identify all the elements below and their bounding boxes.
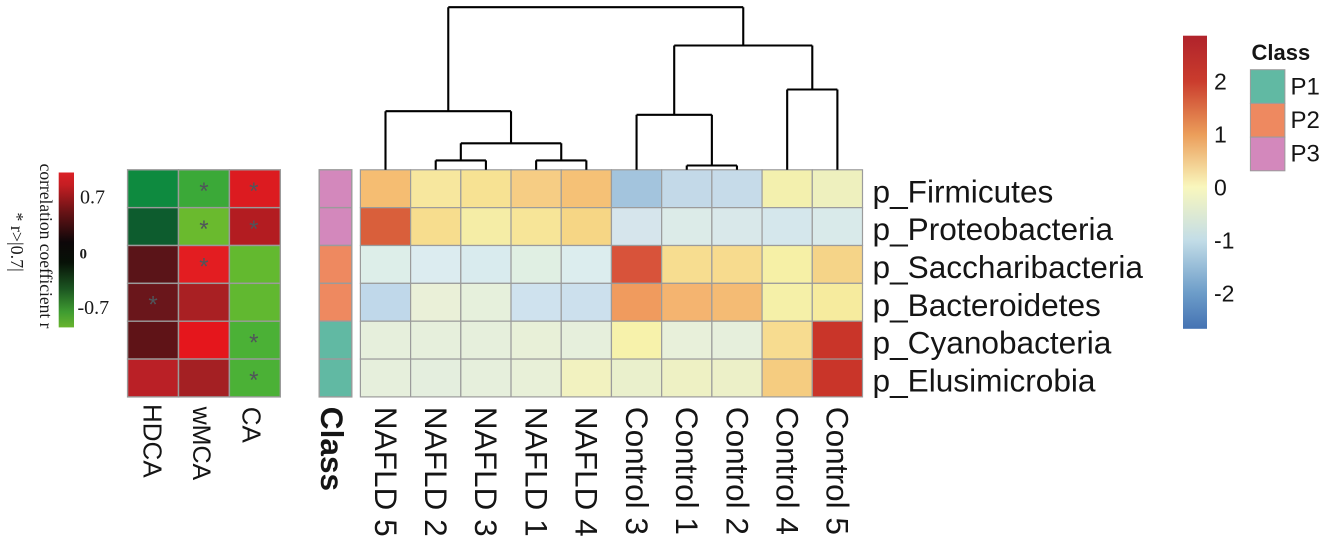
svg-text:NAFLD 3: NAFLD 3 [468, 407, 504, 537]
svg-text:-0.7: -0.7 [78, 297, 110, 319]
svg-text:NAFLD 1: NAFLD 1 [518, 407, 554, 537]
svg-text:0.7: 0.7 [80, 186, 105, 208]
svg-text:-1: -1 [1214, 227, 1234, 253]
svg-text:Control 3: Control 3 [619, 407, 655, 535]
svg-text:Control 1: Control 1 [669, 407, 705, 535]
svg-text:* r>|0.7|: * r>|0.7| [7, 212, 27, 271]
svg-text:p_Firmicutes: p_Firmicutes [873, 173, 1054, 209]
svg-text:2: 2 [1214, 69, 1227, 95]
svg-text:P1: P1 [1291, 73, 1320, 100]
svg-text:*: * [249, 367, 258, 394]
svg-text:Class: Class [1252, 40, 1311, 65]
svg-text:NAFLD 5: NAFLD 5 [368, 407, 404, 537]
svg-text:0: 0 [1214, 175, 1227, 201]
svg-text:-2: -2 [1214, 280, 1234, 306]
svg-text:Control 4: Control 4 [769, 407, 805, 535]
svg-text:correlation coefficient r: correlation coefficient r [36, 164, 56, 329]
svg-text:*: * [199, 178, 208, 205]
svg-text:HDCA: HDCA [138, 404, 168, 478]
svg-text:*: * [249, 178, 258, 205]
svg-text:p_Saccharibacteria: p_Saccharibacteria [873, 249, 1144, 285]
svg-text:P2: P2 [1291, 107, 1320, 134]
svg-text:CA: CA [236, 407, 266, 444]
svg-text:NAFLD 4: NAFLD 4 [569, 407, 605, 537]
svg-text:*: * [249, 216, 258, 243]
svg-text:Control 5: Control 5 [820, 407, 856, 535]
svg-text:Class: Class [314, 407, 350, 491]
svg-text:Control 2: Control 2 [719, 407, 755, 535]
svg-text:*: * [199, 254, 208, 281]
svg-text:*: * [148, 291, 157, 318]
svg-text:NAFLD 2: NAFLD 2 [418, 407, 454, 537]
svg-text:p_Elusimicrobia: p_Elusimicrobia [873, 363, 1096, 399]
svg-text:P3: P3 [1291, 141, 1320, 168]
svg-text:*: * [249, 329, 258, 356]
svg-text:p_Cyanobacteria: p_Cyanobacteria [873, 325, 1112, 361]
svg-text:1: 1 [1214, 122, 1227, 148]
svg-text:p_Bacteroidetes: p_Bacteroidetes [873, 287, 1101, 323]
svg-text:p_Proteobacteria: p_Proteobacteria [873, 211, 1114, 247]
svg-text:wMCA: wMCA [187, 406, 215, 481]
svg-text:0: 0 [80, 247, 88, 263]
svg-text:*: * [199, 216, 208, 243]
